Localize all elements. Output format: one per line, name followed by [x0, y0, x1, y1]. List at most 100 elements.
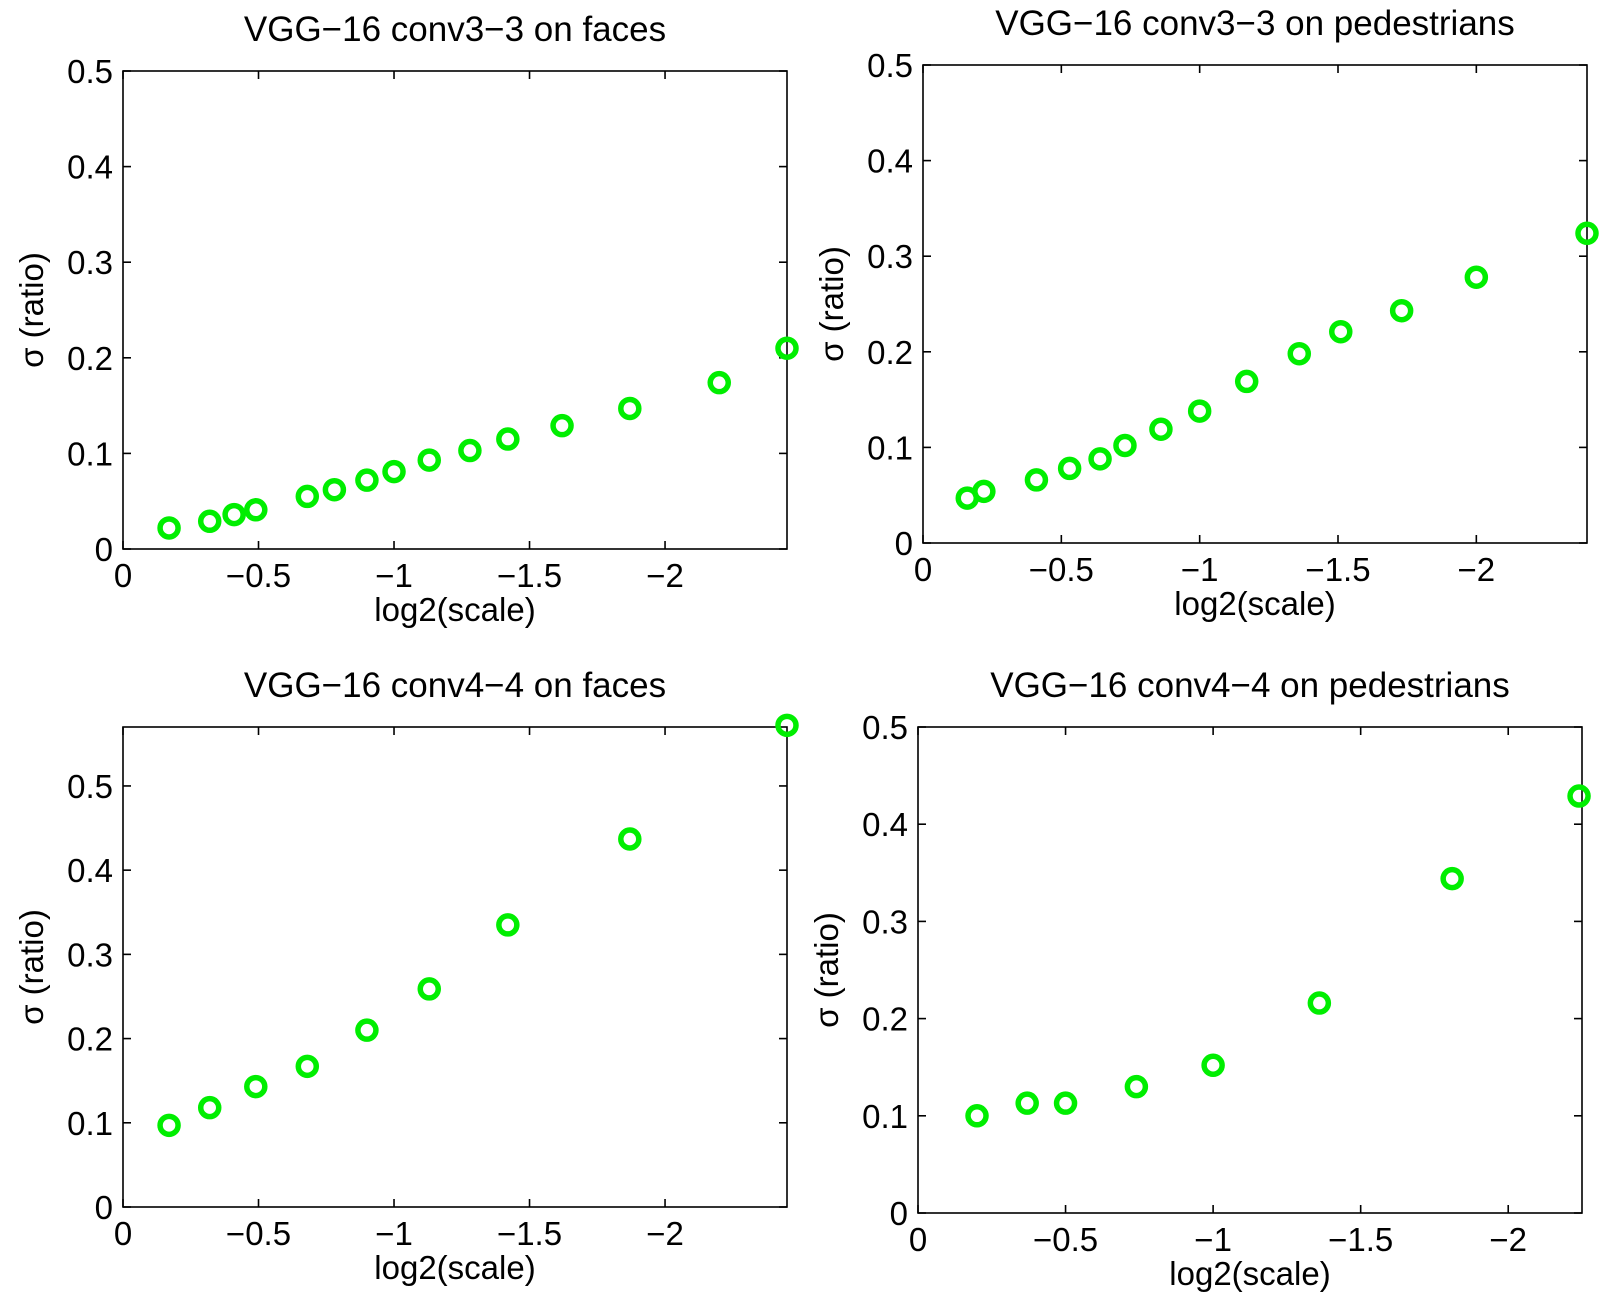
data-point	[618, 827, 642, 851]
data-point	[244, 498, 268, 522]
x-tick-label: −0.5	[226, 557, 291, 594]
data-point	[244, 1074, 268, 1099]
y-tick-label: 0.1	[867, 429, 913, 466]
y-tick-label: 0.2	[67, 340, 113, 377]
data-point	[417, 977, 442, 1001]
x-tick-label: −1	[1181, 551, 1219, 588]
data-point	[1575, 221, 1599, 246]
data-point	[1124, 1074, 1149, 1099]
plot-frame	[917, 726, 1583, 1214]
data-point	[157, 1113, 181, 1138]
data-point	[1389, 298, 1414, 323]
y-tick-label: 0.5	[67, 768, 113, 805]
data-point	[1440, 866, 1464, 891]
chart-title: VGG−16 conv4−4 on faces	[244, 666, 666, 705]
data-point	[1015, 1091, 1039, 1115]
x-axis-label: log2(scale)	[374, 1249, 535, 1286]
data-point	[1567, 784, 1591, 808]
chart-title: VGG−16 conv3−3 on faces	[244, 10, 666, 49]
y-axis-label: σ (ratio)	[808, 912, 845, 1028]
data-point	[197, 1095, 222, 1120]
data-point	[322, 477, 347, 502]
data-point	[972, 479, 996, 504]
y-tick-label: 0.4	[67, 852, 113, 889]
data-point	[355, 468, 379, 492]
x-tick-label: −1.5	[1305, 551, 1370, 588]
x-tick-label: −0.5	[226, 1215, 291, 1252]
data-point	[1187, 399, 1212, 423]
plot-frame	[122, 70, 788, 550]
y-tick-label: 0.1	[862, 1098, 908, 1135]
y-axis-label: σ (ratio)	[13, 909, 50, 1025]
x-axis-label: log2(scale)	[1174, 585, 1335, 622]
y-tick-label: 0.3	[862, 903, 908, 940]
x-tick-label: −1.5	[497, 557, 562, 594]
y-tick-label: 0.4	[867, 143, 913, 180]
x-tick-label: −0.5	[1033, 1221, 1098, 1258]
y-axis-label: σ (ratio)	[13, 252, 50, 368]
data-point	[295, 484, 320, 509]
x-tick-label: −2	[1458, 551, 1496, 588]
y-tick-label: 0.1	[67, 1105, 113, 1142]
data-point	[222, 502, 246, 527]
data-point	[1201, 1053, 1225, 1078]
chart-title: VGG−16 conv4−4 on pedestrians	[990, 666, 1510, 705]
x-tick-label: −0.5	[1029, 551, 1094, 588]
y-tick-label: 0	[95, 1189, 113, 1226]
y-tick-label: 0.3	[67, 244, 113, 281]
data-point	[355, 1018, 379, 1042]
y-axis-label: σ (ratio)	[813, 246, 850, 362]
x-tick-label: −2	[646, 557, 684, 594]
data-point	[458, 438, 482, 463]
x-tick-label: 0	[909, 1221, 927, 1258]
data-point	[775, 336, 799, 360]
y-tick-label: 0.1	[67, 435, 113, 472]
plot-frame	[922, 64, 1588, 544]
x-tick-label: 0	[914, 551, 932, 588]
x-tick-label: −2	[646, 1215, 684, 1252]
data-point	[197, 509, 222, 534]
panel-conv3-3-pedestrians: VGG−16 conv3−3 on pedestrians 0 −0.5 −1 −1.5…	[813, 4, 1599, 622]
x-tick-label: −1.5	[497, 1215, 562, 1252]
y-tick-label: 0.3	[67, 936, 113, 973]
y-tick-label: 0.4	[67, 149, 113, 186]
x-tick-label: −1.5	[1328, 1221, 1393, 1258]
y-tick-label: 0	[895, 525, 913, 562]
chart-title: VGG−16 conv3−3 on pedestrians	[995, 4, 1515, 43]
panel-conv3-3-faces: VGG−16 conv3−3 on faces 0 −0.5 −1 −1.5 −2 0 0.1…	[13, 10, 799, 628]
data-point	[1057, 456, 1082, 481]
data-point	[1329, 319, 1353, 344]
data-point	[550, 413, 574, 438]
data-point	[496, 427, 520, 451]
y-tick-label: 0.4	[862, 806, 908, 843]
data-point	[1113, 433, 1137, 458]
x-tick-label: −1	[375, 1215, 413, 1252]
data-point	[1307, 991, 1332, 1015]
data-point	[1234, 369, 1259, 394]
y-tick-label: 0.5	[67, 53, 113, 90]
data-point	[382, 459, 406, 484]
data-point	[417, 448, 442, 472]
x-tick-label: 0	[114, 1215, 132, 1252]
data-point	[1149, 417, 1173, 441]
data-point	[965, 1104, 989, 1128]
x-tick-label: −1	[375, 557, 413, 594]
x-tick-label: −1	[1194, 1221, 1232, 1258]
y-tick-label: 0	[890, 1195, 908, 1232]
x-axis-label: log2(scale)	[1169, 1255, 1330, 1292]
panel-conv4-4-faces: VGG−16 conv4−4 on faces 0 −0.5 −1 −1.5 −2 0 0.1…	[13, 666, 799, 1286]
y-tick-label: 0.5	[867, 47, 913, 84]
y-tick-label: 0	[95, 531, 113, 568]
data-point	[1088, 447, 1112, 471]
panel-conv4-4-pedestrians: VGG−16 conv4−4 on pedestrians 0 −0.5 −1 −1.5…	[808, 666, 1591, 1292]
y-tick-label: 0.2	[862, 1001, 908, 1038]
data-point	[707, 370, 731, 395]
data-point	[295, 1054, 320, 1079]
y-tick-label: 0.2	[67, 1021, 113, 1058]
data-point	[775, 713, 799, 738]
data-point	[1024, 468, 1049, 492]
plot-frame	[122, 726, 788, 1208]
data-point	[1464, 265, 1489, 289]
data-point	[618, 396, 642, 421]
